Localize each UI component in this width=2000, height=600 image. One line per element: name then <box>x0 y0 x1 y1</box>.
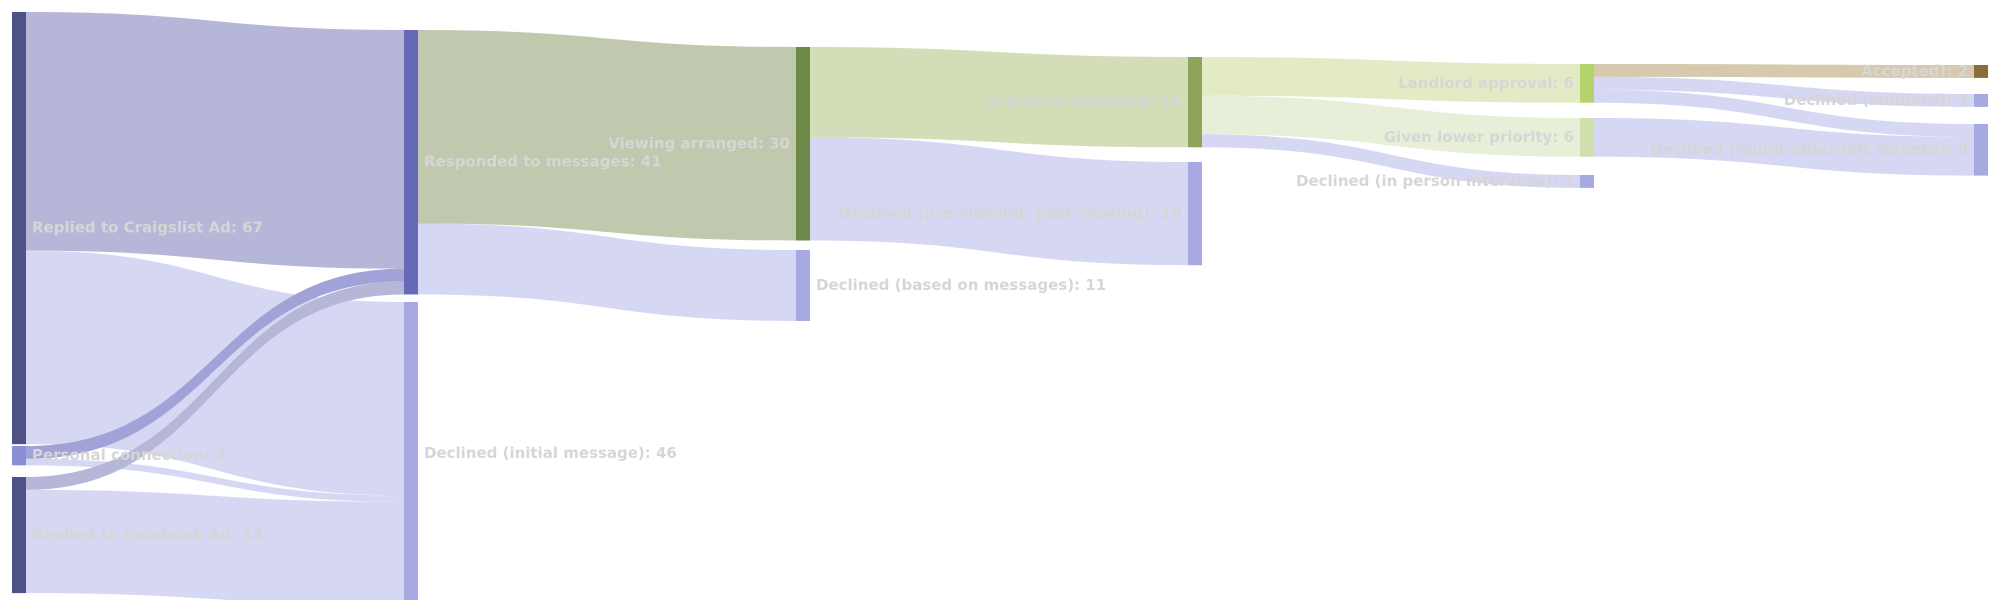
sankey-link-viewing-to-interview <box>810 47 1188 148</box>
sankey-link-viewing-to-declined_viewing <box>810 137 1188 266</box>
sankey-node-label-declined_messages: Declined (based on messages): 11 <box>816 276 1106 294</box>
sankey-node-label-accepted: Accepted!: 2 <box>1861 62 1968 80</box>
sankey-node-label-interview: In person interview: 14 <box>985 93 1182 111</box>
sankey-node-label-facebook: Replied to Facebook Ad: 18 <box>32 526 263 544</box>
sankey-link-interview-to-landlord <box>1202 57 1580 103</box>
sankey-node-label-viewing: Viewing arranged: 30 <box>608 134 790 152</box>
sankey-labels: Replied to Craigslist Ad: 67 Personal con… <box>32 62 1968 544</box>
sankey-node-personal <box>12 446 26 466</box>
sankey-link-responded-to-declined_messages <box>418 223 796 321</box>
sankey-link-personal-to-declined_initial <box>26 458 404 502</box>
sankey-link-landlord-to-declined_landlord <box>1594 76 1974 107</box>
sankey-link-facebook-to-responded <box>26 281 404 490</box>
sankey-node-label-declined_interview: Declined (in person interview): 2 <box>1296 172 1574 190</box>
sankey-links <box>26 12 1974 600</box>
sankey-node-accepted <box>1974 65 1988 78</box>
sankey-link-landlord-to-declined_other <box>1594 89 1974 137</box>
sankey-node-declined_initial <box>404 302 418 600</box>
sankey-link-interview-to-declined_interview <box>1202 134 1580 188</box>
sankey-node-label-lower_priority: Given lower priority: 6 <box>1384 128 1574 146</box>
sankey-node-label-declined_other: Declined (found other/left Toronto): 8 <box>1650 140 1968 158</box>
sankey-nodes <box>12 12 1988 600</box>
sankey-node-declined_messages <box>796 250 810 321</box>
sankey-node-facebook <box>12 477 26 594</box>
sankey-link-responded-to-viewing <box>418 30 796 241</box>
sankey-node-label-personal: Personal connection: 3 <box>32 446 226 464</box>
sankey-link-interview-to-lower_priority <box>1202 95 1580 157</box>
sankey-node-declined_viewing <box>1188 162 1202 266</box>
sankey-node-lower_priority <box>1580 118 1594 157</box>
sankey-node-responded <box>404 30 418 295</box>
sankey-node-label-declined_initial: Declined (initial message): 46 <box>424 444 677 462</box>
sankey-node-label-craigslist: Replied to Craigslist Ad: 67 <box>32 219 263 237</box>
sankey-node-label-declined_viewing: Declined (pre-viewing, post viewing): 16 <box>839 204 1182 222</box>
sankey-link-facebook-to-declined_initial <box>26 489 404 600</box>
sankey-link-craigslist-to-responded <box>26 12 404 269</box>
sankey-link-landlord-to-accepted <box>1594 64 1974 78</box>
sankey-node-landlord <box>1580 64 1594 103</box>
sankey-node-interview <box>1188 57 1202 148</box>
sankey-link-personal-to-responded <box>26 268 404 459</box>
sankey-node-declined_landlord <box>1974 94 1988 107</box>
sankey-link-lower_priority-to-declined_other <box>1594 118 1974 176</box>
sankey-node-label-declined_landlord: Declined (landlord): 2 <box>1784 91 1968 109</box>
sankey-node-label-landlord: Landlord approval: 6 <box>1398 74 1574 92</box>
sankey-node-label-responded: Responded to messages: 41 <box>424 153 662 171</box>
sankey-node-craigslist <box>12 12 26 445</box>
sankey-node-viewing <box>796 47 810 241</box>
sankey-node-declined_other <box>1974 124 1988 176</box>
sankey-node-declined_interview <box>1580 175 1594 188</box>
